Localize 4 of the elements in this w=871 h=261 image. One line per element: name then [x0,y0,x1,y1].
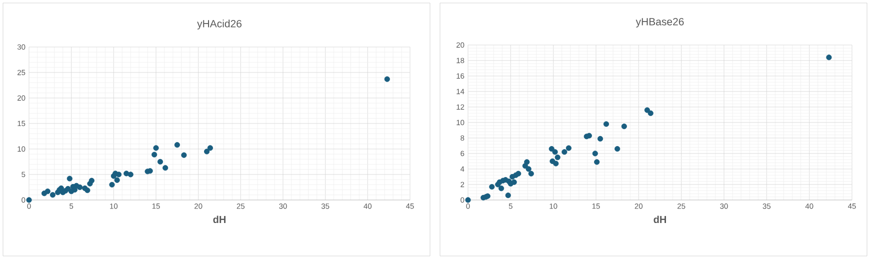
x-axis-title: dH [654,216,666,224]
chart-title: yHAcid26 [197,20,242,30]
x-axis-title: dH [213,216,226,224]
chart-title: yHBase26 [636,18,684,28]
